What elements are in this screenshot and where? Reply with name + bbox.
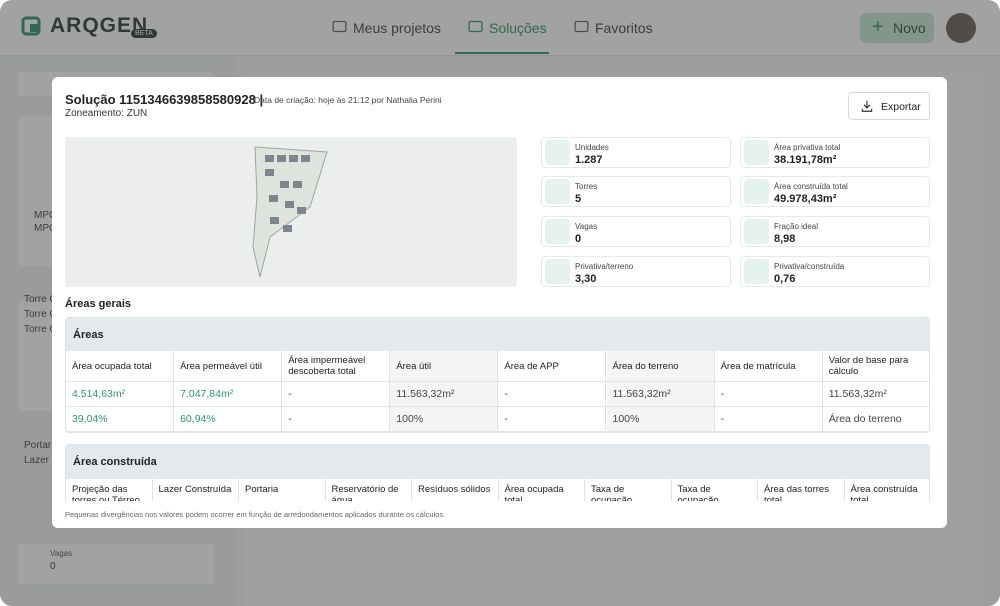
footnote: Pequenas divergências nos valores podem … [65,510,446,519]
modal-title: Solução 1151346639858580928 | [65,92,264,107]
table-title: Área construída [73,456,157,468]
export-button[interactable]: Exportar [848,92,930,120]
stat-label: Área construída total [774,182,848,191]
stat-value: 3,30 [575,273,597,285]
table-cell: - [498,382,607,407]
table-cell: - [714,407,823,432]
stat-card: Privativa/construída 0,76 [740,256,930,287]
built-table: Área construída Projeção das torres ou Té… [65,444,930,501]
table-header: Área construída total [845,479,930,501]
created-info: Data de criação: hoje às 21:12 por Natha… [254,95,442,105]
table-header: Projeção das torres ou Térreo [66,479,153,501]
stat-card: Torres 5 [541,176,731,207]
table-header: Taxa de ocupação projetada [585,479,672,501]
stat-label: Unidades [575,143,609,152]
export-icon [860,99,874,113]
table-cell: - [282,407,391,432]
areas-table: Áreas Área ocupada total 4.514,63m² 39,04% Á… [65,317,930,433]
table-header: Área ocupada total [499,479,585,501]
table-header: Área útil [390,351,499,382]
stat-icon [744,219,769,244]
stat-card: Fração ideal 8,98 [740,216,930,247]
site-plan [252,146,328,278]
table-title-bar [66,318,929,351]
stat-card: Área construída total 49.978,43m² [740,176,930,207]
table-header: Resíduos sólidos [412,479,499,501]
stat-value: 0,76 [774,273,796,285]
table-header: Área impermeável descoberta total [282,351,391,382]
table-title-bar [66,445,929,479]
stat-value: 38.191,78m² [774,154,837,166]
table-header: Área de matrícula [714,351,823,382]
stat-icon [744,140,769,165]
table-cell: 11.563,32m² [390,382,499,407]
stat-icon [545,259,570,284]
stat-icon [744,179,769,204]
stat-card: Vagas 0 [541,216,731,247]
stat-value: 1.287 [575,154,603,166]
stat-icon [545,179,570,204]
stat-icon [545,140,570,165]
table-header: Área das torres total [758,479,845,501]
table-header: Lazer Construída [153,479,239,501]
table-cell: 39,04% [66,407,175,432]
stat-icon [545,219,570,244]
table-cell: Área do terreno [822,407,929,432]
table-cell: 100% [606,407,715,432]
stat-value: 0 [575,233,582,245]
solution-modal: Solução 1151346639858580928 | Data de cri… [52,77,947,528]
table-cell: 60,94% [174,407,283,432]
stat-card: Privativa/terreno 3,30 [541,256,731,287]
stat-card: Área privativa total 38.191,78m² [740,137,930,168]
stat-label: Privativa/construída [774,262,845,271]
table-header: Valor de base para cálculo [822,351,929,382]
table-cell: 11.563,32m² [606,382,715,407]
zoning: Zoneamento: ZUN [65,108,148,119]
stat-label: Área privativa total [774,143,841,152]
table-header: Taxa de ocupação máxima [672,479,758,501]
export-label: Exportar [881,101,921,113]
stat-value: 8,98 [774,233,796,245]
stat-value: 5 [575,193,582,205]
stat-card: Unidades 1.287 [541,137,731,168]
table-header: Área permeável útil [174,351,283,382]
stat-label: Torres [575,182,598,191]
site-map [65,137,517,287]
table-header: Área do terreno [606,351,715,382]
export-icon-svg [861,100,873,112]
table-header: Área ocupada total [66,351,175,382]
table-cell: - [714,382,823,407]
table-cell: 4.514,63m² [66,382,175,407]
stat-icon [744,259,769,284]
stat-value: 49.978,43m² [774,193,837,205]
stat-label: Fração ideal [774,222,819,231]
table-cell: - [498,407,607,432]
stat-label: Vagas [575,222,598,231]
table-header: Portaria [239,479,326,501]
table-cell: 100% [390,407,499,432]
stat-label: Privativa/terreno [575,262,634,271]
table-title: Áreas [73,329,104,341]
section-title: Áreas gerais [65,298,132,310]
table-cell: - [282,382,391,407]
table-header: Reservatório de água [326,479,412,501]
table-cell: 11.563,32m² [822,382,929,407]
table-header: Área de APP [498,351,607,382]
table-cell: 7.047,84m² [174,382,283,407]
